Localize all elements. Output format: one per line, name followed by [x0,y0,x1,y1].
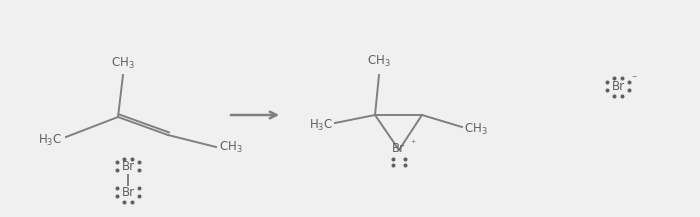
Text: H$_3$C: H$_3$C [309,117,333,133]
Text: CH$_3$: CH$_3$ [368,54,391,69]
Text: $^-$: $^-$ [630,72,638,82]
Text: Br: Br [121,186,134,199]
Text: Br: Br [611,81,624,94]
Text: $^+$: $^+$ [409,138,417,148]
Text: CH$_3$: CH$_3$ [219,140,243,155]
Text: H$_3$C: H$_3$C [38,132,62,148]
Text: Br: Br [391,143,405,156]
Text: CH$_3$: CH$_3$ [111,56,135,71]
Text: CH$_3$: CH$_3$ [464,122,488,136]
Text: Br: Br [121,161,134,174]
